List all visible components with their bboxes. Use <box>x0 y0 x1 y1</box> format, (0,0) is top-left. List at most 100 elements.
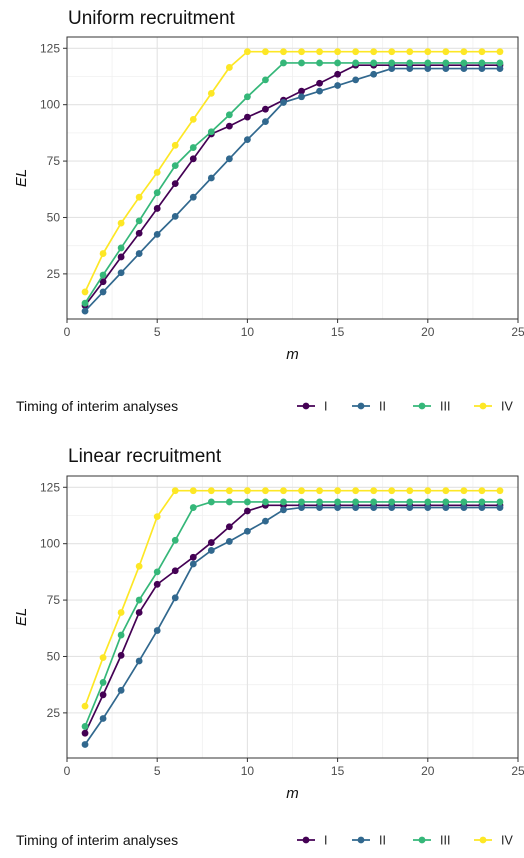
data-point-III <box>153 568 161 576</box>
data-point-I <box>262 105 269 113</box>
chart-title: Linear recruitment <box>68 446 222 467</box>
data-point-IV <box>370 48 378 56</box>
x-tick-label: 0 <box>64 764 71 778</box>
data-point-IV <box>153 168 161 176</box>
data-point-IV <box>117 609 125 616</box>
axis-ticks: 0 5 10 15 20 25 25 50 75 100 125 <box>40 480 524 778</box>
data-point-II <box>334 82 341 89</box>
data-point-III <box>406 498 414 506</box>
x-tick-label: 5 <box>154 325 161 339</box>
legend-title: Timing of interim analyses <box>16 832 178 848</box>
data-point-III <box>388 498 396 506</box>
data-point-II <box>496 504 504 511</box>
data-point-III <box>370 498 378 506</box>
data-point-IV <box>442 487 450 495</box>
data-point-II <box>153 627 161 634</box>
data-point-III <box>153 189 161 197</box>
data-point-I <box>135 609 143 616</box>
legend-key-point <box>479 402 487 410</box>
x-tick-label: 25 <box>511 325 524 339</box>
data-point-II <box>316 504 323 511</box>
legend-label: III <box>440 834 450 848</box>
legend-item-IV: IV <box>474 834 513 848</box>
data-point-IV <box>207 487 215 495</box>
data-point-III <box>99 271 107 279</box>
legend-key-point <box>357 402 365 410</box>
data-point-III <box>225 111 233 119</box>
data-point-IV <box>262 48 269 56</box>
minor-gridlines <box>67 476 518 758</box>
legend-title: Timing of interim analyses <box>16 398 178 414</box>
data-point-IV <box>81 288 89 296</box>
data-point-IV <box>316 487 323 495</box>
data-point-III <box>352 498 360 506</box>
axis-ticks: 0 5 10 15 20 25 25 50 75 100 125 <box>40 41 524 339</box>
data-point-IV <box>370 487 378 495</box>
data-point-II <box>189 560 197 568</box>
data-point-I <box>99 278 107 286</box>
data-point-I <box>171 567 179 575</box>
data-point-II <box>388 504 396 511</box>
series-II <box>81 65 504 315</box>
data-point-III <box>171 536 179 544</box>
data-point-IV <box>424 48 432 56</box>
data-point-IV <box>460 487 468 495</box>
data-point-IV <box>406 487 414 495</box>
data-point-II <box>225 155 233 163</box>
legend: Timing of interim analyses I II III IV <box>16 832 513 848</box>
data-point-IV <box>496 487 504 495</box>
data-point-I <box>153 205 161 212</box>
chart-linear-recruitment: Linear recruitment 0 5 10 15 20 25 25 50 75 100 125… <box>0 438 524 858</box>
legend-key-point <box>302 402 310 410</box>
data-point-II <box>388 65 396 72</box>
data-point-III <box>81 723 89 730</box>
data-point-III <box>280 59 287 67</box>
data-point-III <box>352 59 360 67</box>
y-tick-label: 100 <box>40 98 60 112</box>
data-point-II <box>442 65 450 72</box>
data-point-II <box>298 93 305 101</box>
data-point-I <box>207 539 215 546</box>
x-tick-label: 10 <box>241 325 255 339</box>
x-tick-label: 15 <box>331 764 345 778</box>
legend-label: IV <box>501 834 513 848</box>
data-point-I <box>225 523 233 531</box>
data-point-III <box>298 498 305 506</box>
data-point-IV <box>334 48 341 56</box>
data-point-IV <box>189 115 197 123</box>
data-point-IV <box>99 654 107 662</box>
series-II <box>81 504 504 748</box>
data-point-I <box>244 113 251 121</box>
data-point-IV <box>135 193 143 201</box>
data-point-I <box>334 70 341 78</box>
data-point-I <box>225 122 233 130</box>
x-tick-label: 25 <box>511 764 524 778</box>
data-point-II <box>460 504 468 511</box>
data-point-III <box>117 631 125 639</box>
data-point-I <box>81 729 89 737</box>
data-point-II <box>298 504 305 511</box>
data-point-IV <box>352 487 360 495</box>
data-point-III <box>280 498 287 506</box>
plot-border <box>66 36 519 320</box>
data-point-II <box>244 136 251 144</box>
data-point-II <box>370 70 378 78</box>
legend-label: III <box>440 400 450 414</box>
data-point-IV <box>334 487 341 495</box>
data-point-II <box>406 65 414 72</box>
data-point-III <box>244 498 251 506</box>
data-point-I <box>117 253 125 261</box>
data-point-IV <box>406 48 414 56</box>
legend-item-I: I <box>297 834 327 848</box>
data-point-II <box>280 99 287 106</box>
data-point-II <box>244 527 251 535</box>
data-point-II <box>478 65 486 72</box>
data-point-II <box>352 504 360 511</box>
y-tick-label: 75 <box>47 593 61 607</box>
data-point-IV <box>388 487 396 495</box>
y-tick-label: 25 <box>47 706 61 720</box>
data-point-IV <box>244 48 251 56</box>
series-III <box>81 59 504 307</box>
x-axis-title: m <box>286 346 299 363</box>
series-IV <box>81 487 504 710</box>
